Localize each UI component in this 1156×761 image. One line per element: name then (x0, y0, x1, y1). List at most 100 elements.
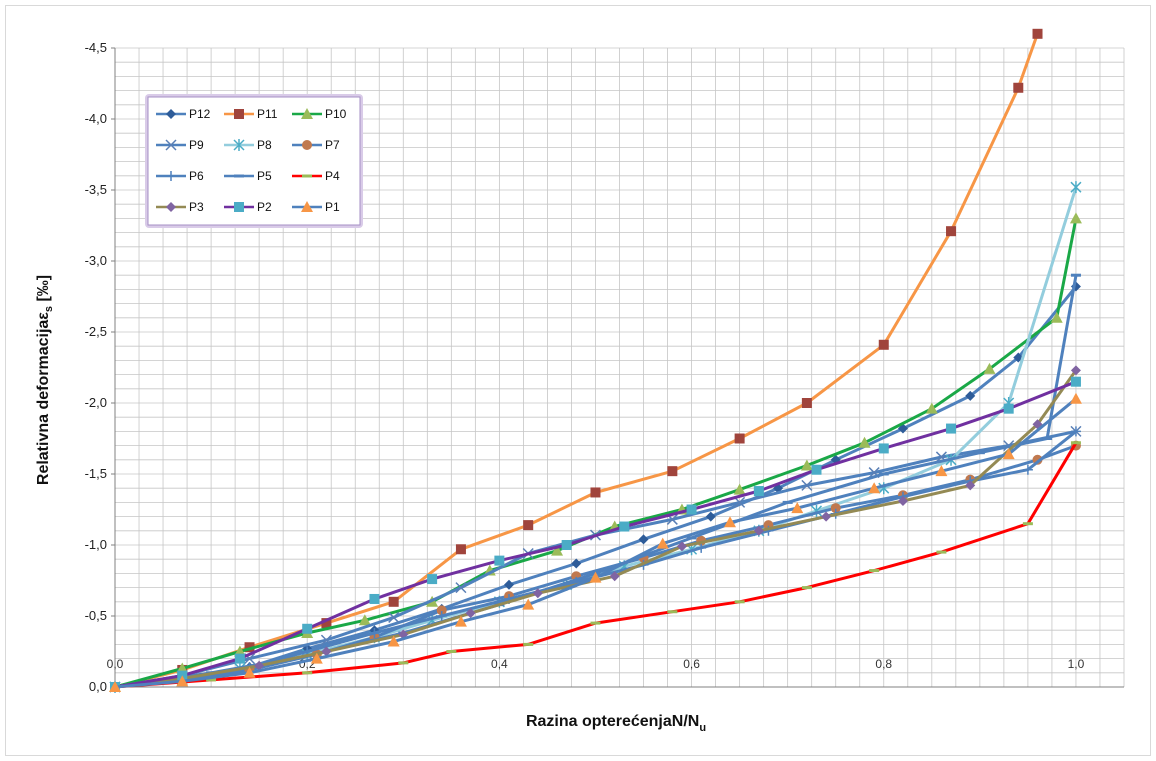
legend-item-p11: P11 (224, 107, 278, 121)
x-tick-label: 0,4 (491, 657, 508, 671)
data-point (243, 666, 256, 678)
x-tick-label: 0,6 (683, 657, 700, 671)
data-point (388, 611, 400, 623)
series-line (114, 442, 1078, 689)
legend-item-p4: P4 (292, 169, 340, 183)
legend-label: P10 (325, 107, 347, 121)
legend-label: P8 (257, 138, 272, 152)
y-tick-label: -3,0 (85, 253, 107, 268)
data-point (619, 521, 630, 532)
y-tick-label: 0,0 (89, 679, 107, 694)
data-point (166, 171, 176, 181)
data-point (254, 660, 265, 671)
data-point (388, 596, 399, 607)
data-point (946, 226, 957, 237)
data-point (734, 433, 745, 444)
data-point (925, 402, 938, 414)
data-point (791, 502, 804, 514)
data-point (321, 618, 332, 629)
data-point (638, 534, 649, 545)
data-point (1070, 376, 1081, 387)
data-point (320, 634, 332, 646)
data-point (667, 466, 678, 477)
y-tick-label: -4,0 (85, 111, 107, 126)
data-point (1002, 448, 1015, 460)
x-axis-title-sub: u (699, 722, 706, 734)
data-point (609, 571, 620, 582)
legend-label: P7 (325, 138, 340, 152)
data-point (571, 558, 582, 569)
data-point (358, 614, 371, 626)
data-point (522, 598, 535, 610)
legend-box (147, 96, 361, 226)
data-point (561, 540, 572, 550)
legend-label: P3 (189, 200, 204, 214)
data-point (166, 202, 176, 212)
data-point (301, 108, 313, 119)
data-point (897, 495, 908, 506)
data-point (455, 544, 466, 555)
axes (114, 48, 1124, 688)
data-point (753, 486, 764, 497)
data-point (233, 139, 245, 151)
data-point (983, 362, 996, 374)
data-point (946, 423, 957, 434)
data-point (1022, 464, 1033, 475)
y-axis-title-main: Relativna deformacija (35, 320, 52, 486)
data-point (724, 516, 737, 528)
legend-item-p9: P9 (156, 138, 204, 152)
data-point (369, 593, 380, 604)
series-p4 (110, 441, 1081, 689)
legend-label: P12 (189, 107, 211, 121)
data-point (302, 140, 312, 150)
data-point (321, 646, 332, 657)
y-axis-title-sub: s (43, 306, 55, 312)
legend: P12 P11 P10 P9 P8 P7 P6 P5 P4 P3 P2 P1 (145, 94, 363, 228)
y-axis-title-symbol: ε (35, 312, 52, 320)
data-point (965, 390, 976, 401)
x-axis-title: Razina opterećenjaN/Nu (526, 713, 706, 734)
y-tick-label: -3,5 (85, 182, 107, 197)
data-point (935, 465, 948, 477)
x-tick-label: 0,0 (107, 657, 124, 671)
data-point (310, 652, 323, 664)
y-axis-title-unit: [‰] (35, 275, 52, 306)
data-point (436, 605, 447, 616)
legend-item-p10: P10 (292, 107, 347, 121)
y-axis-title: Relativna deformacijaεs [‰] (35, 275, 55, 485)
legend-item-p1: P1 (292, 200, 340, 214)
data-point (532, 588, 543, 599)
data-point (387, 635, 400, 647)
data-point (244, 642, 255, 653)
data-point (811, 464, 822, 475)
data-point (1070, 426, 1081, 437)
data-point (1003, 403, 1014, 414)
data-point (830, 503, 841, 514)
data-point (436, 611, 447, 621)
series-line (114, 430, 1077, 689)
x-axis-title-main: Razina opterećenjaN/N (526, 713, 699, 730)
data-point (369, 628, 380, 639)
data-point (858, 436, 871, 448)
data-point (705, 511, 716, 522)
data-point (878, 339, 889, 350)
data-point (234, 109, 244, 119)
data-point (465, 608, 476, 619)
legend-label: P6 (189, 169, 204, 183)
y-tick-label: -2,5 (85, 324, 107, 339)
legend-item-p3: P3 (156, 200, 204, 214)
series-p1 (109, 392, 1082, 692)
x-tick-labels: 0,0 0,2 0,4 0,6 0,8 1,0 (107, 657, 1085, 671)
series-lines (109, 28, 1082, 693)
legend-item-p5: P5 (224, 169, 272, 183)
legend-label: P11 (257, 107, 278, 121)
legend-label: P1 (325, 200, 340, 214)
data-point (523, 520, 534, 531)
y-tick-label: -0,5 (85, 608, 107, 623)
data-point (821, 511, 832, 522)
series-line (114, 380, 1077, 689)
data-point (590, 487, 601, 498)
data-point (878, 443, 889, 454)
y-tick-label: -2,0 (85, 395, 107, 410)
